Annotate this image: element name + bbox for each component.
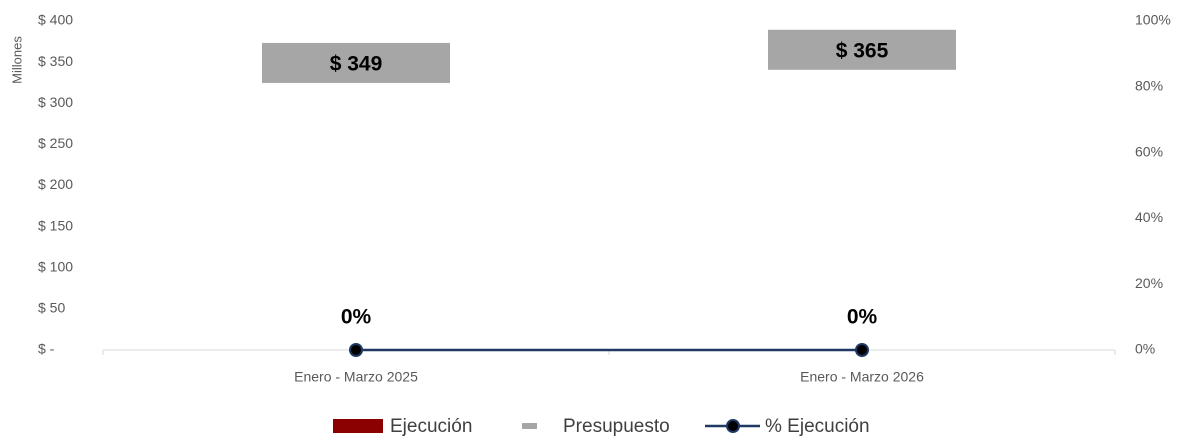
y2-tick-label: 40% xyxy=(1135,209,1163,225)
y-tick-label: $ 300 xyxy=(38,94,73,110)
budget-marker xyxy=(768,29,956,70)
legend-swatch xyxy=(522,423,537,429)
y2-tick-label: 100% xyxy=(1135,12,1171,28)
y-tick-label: $ 150 xyxy=(38,217,73,233)
y-tick-label: $ 50 xyxy=(38,300,65,316)
legend-label: % Ejecución xyxy=(765,416,870,436)
data-label: 0% xyxy=(341,306,372,329)
y2-tick-label: 20% xyxy=(1135,275,1163,291)
data-label: $ 349 xyxy=(330,52,383,75)
line-point xyxy=(349,343,363,357)
y2-tick-label: 60% xyxy=(1135,143,1163,159)
y-tick-label: $ 100 xyxy=(38,258,73,274)
y-tick-label: $ - xyxy=(38,341,55,357)
line-point xyxy=(855,343,869,357)
y2-tick-label: 80% xyxy=(1135,78,1163,94)
x-tick-label: Enero - Marzo 2026 xyxy=(800,369,924,385)
y-tick-label: $ 400 xyxy=(38,12,73,28)
budget-marker xyxy=(262,42,450,83)
legend-label: Presupuesto xyxy=(563,416,670,436)
x-tick-label: Enero - Marzo 2025 xyxy=(294,369,418,385)
y-tick-label: $ 200 xyxy=(38,176,73,192)
data-label: 0% xyxy=(847,306,878,329)
y2-tick-label: 0% xyxy=(1135,341,1155,357)
y-tick-label: $ 350 xyxy=(38,53,73,69)
legend-swatch xyxy=(333,419,383,433)
legend-swatch xyxy=(726,419,740,433)
data-label: $ 365 xyxy=(836,39,889,62)
y-tick-label: $ 250 xyxy=(38,135,73,151)
y-axis-label: Millones xyxy=(9,36,24,84)
legend-label: Ejecución xyxy=(390,416,472,436)
